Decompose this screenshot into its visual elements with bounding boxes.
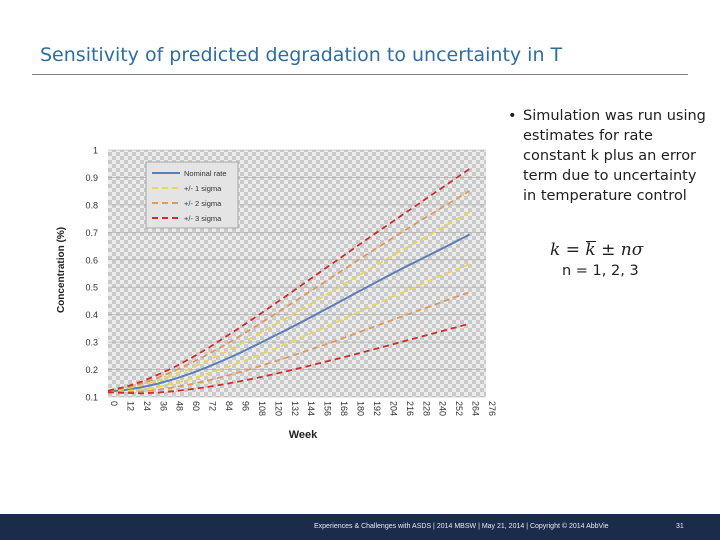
footer-text: Experiences & Challenges with ASDS | 201… (314, 523, 609, 530)
x-tick-label: 60 (191, 401, 201, 411)
series-line-0 (107, 233, 471, 393)
y-tick-label: 0.5 (85, 283, 98, 293)
footer-bar: Experiences & Challenges with ASDS | 201… (0, 514, 720, 540)
y-tick-label: 0.8 (85, 200, 98, 210)
formula-kbar-letter: k (585, 240, 596, 260)
legend-label: +/- 3 sigma (184, 214, 222, 223)
bullet-list: • Simulation was run using estimates for… (508, 106, 708, 206)
legend-label: +/- 1 sigma (184, 184, 222, 193)
x-tick-label: 144 (306, 401, 316, 416)
x-tick-label: 192 (372, 401, 382, 416)
x-tick-label: 0 (109, 401, 119, 406)
formula-bar-line (586, 241, 596, 242)
legend-label: +/- 2 sigma (184, 199, 222, 208)
x-tick-label: 120 (273, 401, 283, 416)
bullet-item: • Simulation was run using estimates for… (508, 106, 708, 206)
n-values: n = 1, 2, 3 (562, 263, 639, 279)
series-lines (107, 168, 471, 395)
x-tick-labels: 0 12 24 36 48 60 72 84 96 108 120 132 144 156 168 180 19… (109, 401, 497, 416)
formula-rest: ± nσ (595, 240, 644, 260)
x-tick-label: 12 (125, 401, 135, 411)
x-tick-label: 72 (208, 401, 218, 411)
series-line-5 (107, 168, 471, 392)
x-tick-label: 36 (158, 401, 168, 411)
x-tick-label: 216 (405, 401, 415, 416)
y-tick-label: 0.6 (85, 255, 98, 265)
y-tick-label: 0.3 (85, 338, 98, 348)
y-axis-label: Concentration (%) (56, 227, 67, 313)
formula-k: k (550, 240, 561, 260)
x-tick-label: 156 (323, 401, 333, 416)
x-tick-label: 168 (339, 401, 349, 416)
series-line-6 (107, 322, 470, 395)
x-tick-label: 180 (356, 401, 366, 416)
bullet-dot: • (508, 108, 517, 124)
x-tick-label: 264 (471, 401, 481, 416)
x-tick-label: 96 (240, 401, 250, 411)
x-tick-label: 252 (454, 401, 464, 416)
bullet-text: Simulation was run using estimates for r… (523, 108, 706, 204)
formula-equals: = (560, 240, 586, 260)
x-tick-label: 228 (421, 401, 431, 416)
series-line-3 (107, 190, 471, 392)
x-tick-label: 24 (142, 401, 152, 411)
y-tick-label: 0.2 (85, 365, 98, 375)
y-tick-label: 0.7 (85, 228, 98, 238)
formula-kbar: k (585, 240, 596, 260)
degradation-chart: 0.1 0.2 0.3 0.4 0.5 0.6 0.7 0.8 0.9 1 0 12 24 36 48 60… (56, 146, 497, 442)
y-tick-label: 0.9 (85, 173, 98, 183)
x-tick-label: 132 (290, 401, 300, 416)
x-tick-label: 108 (257, 401, 267, 416)
x-tick-label: 204 (388, 401, 398, 416)
y-tick-labels: 0.1 0.2 0.3 0.4 0.5 0.6 0.7 0.8 0.9 1 (85, 146, 98, 403)
y-tick-label: 0.1 (85, 393, 98, 403)
series-line-2 (107, 263, 470, 393)
slide-number: 31 (676, 523, 684, 530)
x-tick-label: 84 (224, 401, 234, 411)
y-tick-label: 0.4 (85, 310, 98, 320)
x-tick-label: 276 (487, 401, 497, 416)
legend-box (145, 161, 239, 229)
legend: Nominal rate +/- 1 sigma +/- 2 sigma +/- 3 … (145, 161, 239, 229)
series-line-1 (107, 211, 471, 393)
x-tick-label: 240 (438, 401, 448, 416)
slide-title: Sensitivity of predicted degradation to … (40, 44, 563, 66)
title-divider (32, 74, 688, 75)
y-tick-label: 1 (93, 146, 98, 156)
legend-label: Nominal rate (184, 169, 227, 178)
series-line-4 (108, 291, 470, 394)
x-tick-label: 48 (175, 401, 185, 411)
x-axis-label: Week (289, 429, 318, 441)
rate-formula: k = k ± nσ (550, 240, 643, 260)
